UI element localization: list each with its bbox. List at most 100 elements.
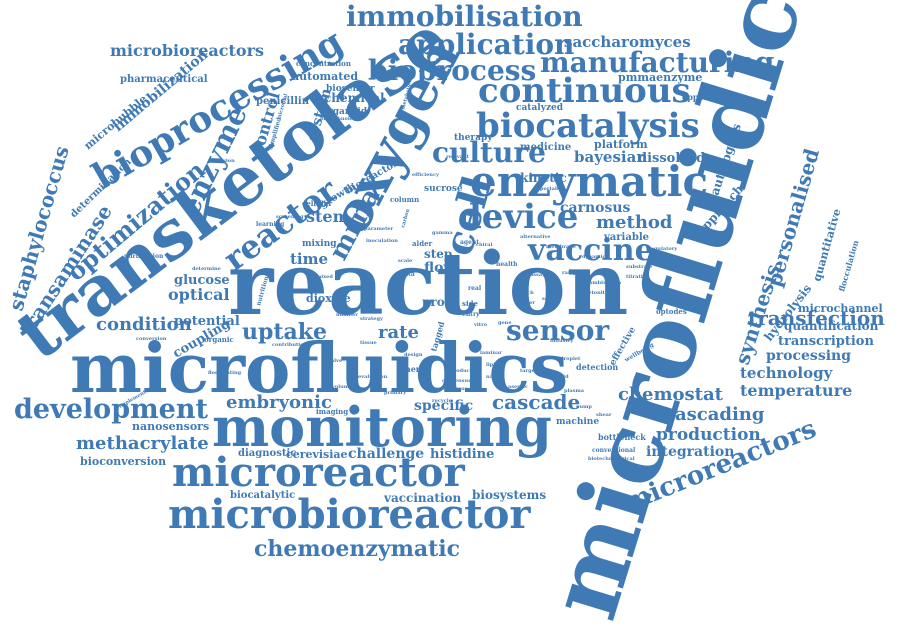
- word-sucrose: sucrose: [424, 184, 463, 194]
- word-carbon: carbon: [400, 208, 411, 229]
- word-acetonitrile: acetonitrile: [582, 290, 615, 296]
- word-consensus: consensus: [442, 378, 471, 384]
- word-rate: rate: [378, 322, 419, 343]
- word-processing: processing: [766, 348, 851, 364]
- word-learning: learning: [256, 221, 285, 228]
- word-chemostat: chemostat: [618, 384, 724, 405]
- word-recycle: recycle: [432, 398, 452, 404]
- word-quantification: quantification: [784, 319, 879, 333]
- word-cloud-words: microfluidic reaction microfluidics tran…: [2, 0, 885, 631]
- word-purification: purification: [124, 253, 164, 260]
- word-nanosensors: nanosensors: [132, 420, 209, 433]
- word-substrate: substrate: [626, 264, 652, 270]
- word-device: device: [458, 197, 578, 237]
- word-reaction: reaction: [228, 234, 628, 335]
- word-optodes: optodes: [656, 307, 687, 316]
- word-therapy: therapy: [454, 133, 493, 143]
- word-assay: assay: [530, 272, 546, 278]
- word-detection: detection: [576, 362, 618, 372]
- word-vitro: vitro: [473, 322, 488, 328]
- word-titration: titration: [626, 274, 650, 280]
- word-determine: determine: [192, 266, 221, 272]
- word-design: design: [404, 352, 423, 358]
- word-conventional: conventional: [592, 447, 636, 454]
- word-application: application: [398, 28, 574, 61]
- word-method: method: [596, 212, 673, 233]
- word-alternative: alternative: [520, 234, 550, 240]
- word-primary: primary: [384, 390, 407, 396]
- word-development: development: [14, 394, 208, 425]
- word-buffer: buffer: [518, 300, 535, 306]
- word-penicillin: penicillin: [256, 96, 310, 107]
- word-automated: automated: [292, 70, 358, 83]
- word-efficiency: efficiency: [412, 172, 440, 178]
- word-technology: technology: [740, 364, 834, 382]
- word-time: time: [290, 250, 328, 268]
- word-embryonic: embryonic: [226, 392, 332, 413]
- word-plasma: plasma: [564, 388, 585, 394]
- word-integration: integration: [646, 444, 734, 460]
- word-conscious: conscious: [440, 386, 468, 392]
- word-column: column: [390, 195, 419, 204]
- word-pump: pump: [576, 404, 592, 410]
- word-imaging: imaging: [316, 407, 348, 416]
- word-glucose: glucose: [174, 273, 230, 288]
- word-potential: potential: [174, 314, 240, 329]
- word-number: number: [336, 312, 358, 318]
- word-biocatalytic: biocatalytic: [230, 490, 295, 501]
- word-transcription: transcription: [778, 334, 874, 349]
- word-lipid: lipid: [486, 362, 499, 368]
- word-opportunities: opportunities: [682, 92, 743, 102]
- word-vaccine: vaccine: [527, 233, 654, 268]
- word-regulatory: regulatory: [648, 246, 678, 252]
- word-gamma: gamma: [432, 230, 453, 236]
- word-flocculation: flocculation: [836, 239, 860, 293]
- word-bottleneck: bottleneck: [598, 432, 646, 442]
- word-kinetic: kinetic: [520, 171, 567, 185]
- word-flow: flow: [424, 260, 457, 276]
- word-microreactor: microreactor: [172, 449, 466, 496]
- word-enzymatic: enzymatic: [470, 157, 708, 206]
- word-biosystems: biosystems: [472, 488, 546, 502]
- word-proc: proc: [422, 295, 452, 309]
- word-biocatalysis: biocatalysis: [476, 106, 700, 146]
- word-scale: scale: [398, 258, 412, 264]
- word-batch: batch: [518, 290, 534, 296]
- word-yield: yield: [643, 286, 658, 292]
- word-challenge: challenge: [348, 446, 424, 462]
- word-saccharomyces: saccharomyces: [564, 33, 691, 51]
- word-evaluation: evaluation: [358, 374, 388, 380]
- word-vaccination: vaccination: [383, 491, 462, 505]
- word-shear: shear: [596, 412, 612, 418]
- word-microfluidics: microfluidics: [70, 329, 568, 409]
- word-aseptic: aseptic: [508, 384, 528, 390]
- word-transfection: transfection: [748, 306, 885, 330]
- word-alder: alder: [412, 239, 433, 248]
- word-immobilisation: immobilisation: [346, 0, 583, 33]
- word-concentration: concentration: [296, 59, 351, 68]
- word-cellular: cellular: [302, 199, 332, 208]
- word-cascading: cascading: [664, 404, 765, 425]
- word-mixed: mixed: [316, 274, 333, 280]
- word-laminar: laminar: [480, 350, 502, 356]
- word-conversion: conversion: [136, 336, 167, 342]
- word-nano: nano: [486, 374, 501, 380]
- word-inoculation: inoculation: [366, 238, 398, 244]
- word-cerevisiae: cerevisiae: [286, 448, 348, 461]
- word-agent: agent: [460, 239, 479, 246]
- word-industry: industry: [550, 338, 574, 344]
- word-quantitative: quantitative: [810, 207, 843, 283]
- word-dioxide: dioxide: [306, 292, 351, 305]
- word-carnosus: carnosus: [560, 200, 631, 216]
- word-dissolved: dissolved: [638, 151, 705, 166]
- word-data: data: [400, 271, 415, 278]
- word-diagnostic: diagnostic: [238, 448, 296, 459]
- word-catalyzed: catalyzed: [516, 103, 564, 113]
- word-monitoring: monitoring: [212, 395, 552, 459]
- word-volume: volume: [331, 384, 352, 390]
- word-chemoenzymatic: chemoenzymatic: [254, 536, 460, 562]
- word-manufacturing: manufacturing: [540, 46, 774, 79]
- word-droplet: droplet: [560, 356, 581, 362]
- word-pmmaenzyme: pmmaenzyme: [618, 71, 702, 84]
- word-continuous: continuous: [478, 71, 691, 111]
